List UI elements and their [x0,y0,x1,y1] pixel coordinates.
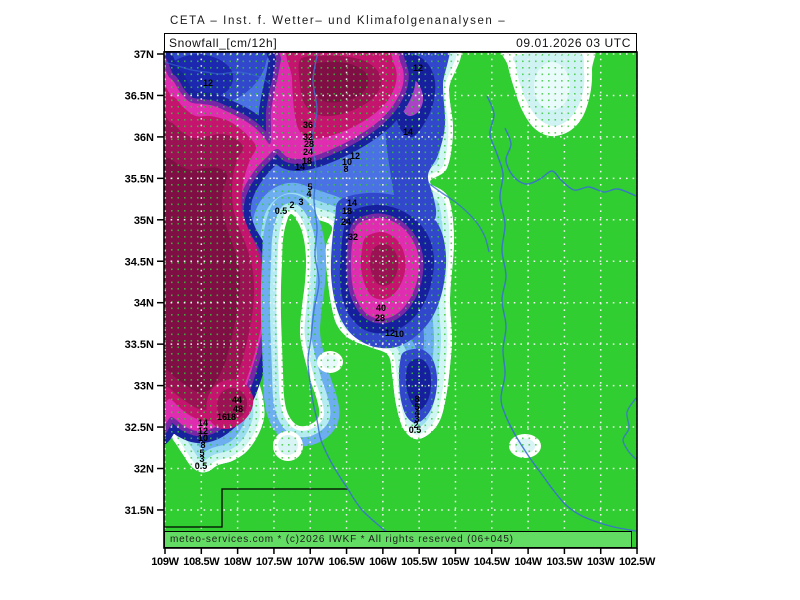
lat-tick-label: 34N [134,298,154,310]
contour-label: 24 [341,217,351,227]
contour-label: 12 [350,151,360,161]
contour-label: 0.5 [409,425,422,435]
lon-tick-label: 108.5W [183,556,220,568]
lon-tick-label: 104.5W [474,556,511,568]
river-canadian [504,127,637,197]
river-pecos [486,95,637,532]
lat-tick-label: 36N [134,132,154,144]
river-creek-east [622,397,637,460]
lat-tick-label: 33N [134,381,154,393]
contour-label: 32 [303,132,313,142]
lon-tick-label: 104W [514,556,542,568]
contour-label: 10 [394,329,404,339]
contour-label: 14 [347,198,357,208]
contour-label: 4 [306,189,311,199]
contour-label: 12 [385,328,395,338]
contour-label: 8 [414,394,419,404]
river-trib-ne [427,182,490,253]
river-san-juan [164,61,271,85]
lon-tick-label: 108W [224,556,252,568]
lat-tick-label: 33.5N [125,339,154,351]
contour-label: 40 [376,303,386,313]
contour-label: 18 [342,206,352,216]
contour-label: 14 [403,127,413,137]
page-title: CETA – Inst. f. Wetter– und Klimafolgena… [170,15,507,27]
lon-tick-label: 106.5W [328,556,365,568]
contour-label: 0.5 [195,461,208,471]
lat-tick-label: 34.5N [125,256,154,268]
contour-label: 12 [198,426,208,436]
contour-label: 24 [303,147,313,157]
contour-label: 44 [232,395,242,405]
lon-tick-label: 103.5W [546,556,583,568]
stipple-overlay [164,52,637,548]
lat-tick-label: 35.5N [125,173,154,185]
map-frame [163,51,638,549]
lon-tick-label: 107.5W [256,556,293,568]
contour-label: 10 [198,433,208,443]
contour-label: 2 [413,420,418,430]
contour-label: 5 [414,402,419,412]
contour-label: 32 [348,232,358,242]
contour-label: 8 [343,164,348,174]
contour-label: 28 [375,313,385,323]
lon-tick-label: 106W [369,556,397,568]
contour-label: 14 [198,418,208,428]
contour-label: 28 [304,139,314,149]
contour-label: 18 [226,412,236,422]
contour-label: 16 [217,412,227,422]
contour-label: 48 [233,404,243,414]
credit-bar: meteo-services.com * (c)2026 IWKF * All … [164,531,632,548]
contour-label: 5 [307,182,312,192]
contour-label: 10 [342,157,352,167]
contour-label: 3 [298,197,303,207]
lon-tick-label: 102.5W [619,556,656,568]
lat-tick-label: 31.5N [125,505,154,517]
contour-labels: 123632282418141210854320.512141418243240… [195,63,423,471]
contour-label: 12 [413,63,423,73]
lat-tick-label: 32.5N [125,422,154,434]
contour-label: 5 [199,448,204,458]
contour-label: 18 [302,156,312,166]
lon-tick-label: 109W [151,556,179,568]
contour-label: 8 [200,440,205,450]
contour-label: 2 [289,200,294,210]
lat-tick-label: 32N [134,464,154,476]
lon-tick-label: 105W [442,556,470,568]
contour-label: 0.5 [275,206,288,216]
product-datetime: 09.01.2026 03 UTC [516,35,631,50]
contour-label: 3 [414,414,419,424]
contour-label: 12 [203,78,213,88]
river-rio-grande [307,52,399,543]
lon-tick-label: 103W [587,556,615,568]
credit-text: meteo-services.com * (c)2026 IWKF * All … [170,534,514,545]
axes: 37N 36.5N 36N 35.5N 35N 34.5N 34N 33.5N 33N 32.5N… [125,49,657,568]
state-border-bootheel [164,488,348,528]
lat-tick-label: 37N [134,49,154,61]
map-layers: 123632282418141210854320.512141418243240… [164,52,637,548]
contour-label: 14 [295,162,305,172]
contour-label: 4 [414,408,419,418]
lon-tick-label: 105.5W [401,556,438,568]
lat-tick-label: 36.5N [125,90,154,102]
contour-label: 36 [303,120,313,130]
product-name: Snowfall_[cm/12h] [169,35,278,50]
contour-label: 3 [199,454,204,464]
lon-tick-label: 107W [296,556,324,568]
lat-tick-label: 35N [134,215,154,227]
